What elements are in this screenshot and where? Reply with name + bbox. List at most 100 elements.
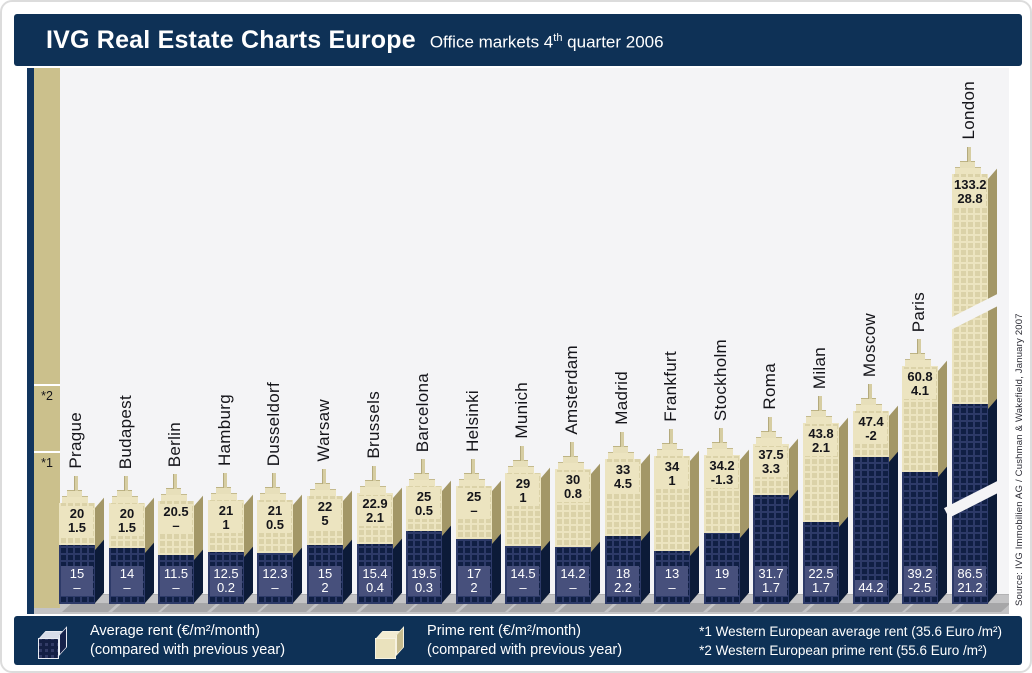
penthouse-step: [613, 446, 628, 453]
city-label-roma: Roma: [760, 363, 779, 410]
average-rent-cube-icon: [38, 622, 74, 660]
building-side-average: [839, 516, 848, 603]
average-rent-value: 19: [714, 566, 730, 581]
roof-step: [905, 359, 931, 366]
average-rent-section: 15.4 0.4: [357, 544, 393, 604]
prime-rent-values: 34 1: [656, 459, 688, 489]
building-bar-prague: 20 1.5 15–: [59, 476, 118, 612]
penthouse-step: [414, 473, 429, 480]
building-side-average: [541, 540, 550, 603]
roof-step: [806, 416, 832, 423]
building-side-average: [740, 527, 749, 603]
prime-rent-section: 29 1: [505, 473, 541, 546]
prime-rent-values: 20.5–: [160, 504, 192, 534]
prime-rent-value: 20.5: [163, 504, 189, 519]
antenna-icon: [868, 384, 872, 399]
prime-rent-value: 60.8: [907, 369, 933, 384]
building-front: 25 0.5 19.5 0.3: [406, 486, 442, 604]
prime-rent-values: 47.4 -2: [855, 414, 887, 444]
antenna-icon: [669, 429, 673, 444]
average-rent-section: 15–: [59, 545, 95, 604]
building-side-average: [293, 547, 302, 603]
prime-rent-change: 0.8: [563, 486, 583, 501]
antenna-icon: [322, 469, 326, 484]
city-label-berlin: Berlin: [165, 421, 184, 467]
reference-line-*2: [34, 384, 60, 386]
average-rent-change: 1.7: [761, 580, 781, 595]
plot-left-border: [27, 68, 34, 614]
average-rent-section: 39.2 -2.5: [902, 472, 938, 604]
average-rent-section: 31.7 1.7: [753, 495, 789, 604]
prime-rent-section: 43.8 2.1: [803, 423, 839, 522]
roof-step: [360, 486, 386, 493]
building-bar-berlin: 20.5–11.5–: [158, 474, 217, 612]
city-label-madrid: Madrid: [612, 371, 631, 425]
building-side-average: [789, 489, 798, 603]
prime-rent-change: 2.1: [811, 440, 831, 455]
building-bar-moscow: 47.4 -2 44.2: [853, 384, 912, 612]
city-label-brussels: Brussels: [364, 391, 383, 459]
prime-rent-values: 22 5: [309, 499, 341, 529]
prime-rent-section: 20.5–: [158, 501, 194, 555]
prime-rent-section: 30 0.8: [555, 469, 591, 547]
average-rent-value: 12.3: [262, 566, 288, 581]
ground-shadow: [955, 603, 1009, 612]
prime-rent-values: 20 1.5: [61, 506, 93, 536]
prime-rent-legend-label: Prime rent (€/m²/month) (compared with p…: [427, 622, 623, 658]
penthouse-step: [216, 487, 231, 494]
average-rent-change: –: [271, 580, 279, 595]
average-rent-change: 1.7: [811, 580, 831, 595]
building-bar-brussels: 22.9 2.1 15.4 0.4: [357, 466, 416, 612]
prime-rent-values: 22.9 2.1: [359, 496, 391, 526]
reference-ruler: *1 *2: [34, 68, 60, 608]
prime-rent-value: 33: [615, 462, 631, 477]
building-bar-stockholm: 34.2 -1.3 19–: [704, 428, 763, 612]
prime-rent-section: 20 1.5: [109, 503, 145, 548]
building-bar-paris: 60.8 4.1 39.2 -2.5: [902, 339, 961, 612]
antenna-icon: [570, 442, 574, 457]
average-rent-values: 11.5–: [160, 566, 192, 596]
prime-rent-value: 43.8: [808, 426, 834, 441]
prime-rent-change: -2: [865, 428, 877, 443]
prime-rent-values: 21 1: [210, 503, 242, 533]
average-rent-change: –: [569, 580, 577, 595]
penthouse-step: [265, 487, 280, 494]
prime-rent-section: 22.9 2.1: [357, 493, 393, 544]
penthouse-step: [365, 480, 380, 487]
penthouse-step: [910, 353, 925, 360]
prime-rent-value: 20: [119, 506, 135, 521]
building-side-average: [95, 539, 104, 603]
prime-rent-value: 25: [416, 489, 432, 504]
antenna-icon: [768, 417, 772, 432]
penthouse-step: [513, 460, 528, 467]
average-rent-section: 19–: [704, 533, 740, 604]
prime-rent-section: 47.4 -2: [853, 411, 889, 457]
average-rent-value: 44.2: [858, 580, 884, 595]
prime-rent-values: 37.5 3.3: [755, 447, 787, 477]
average-rent-change: –: [172, 580, 180, 595]
building-side-average: [393, 538, 402, 603]
penthouse-step: [662, 443, 677, 450]
building-side-average: [988, 398, 997, 603]
average-rent-change: –: [668, 580, 676, 595]
average-rent-section: 14.2–: [555, 547, 591, 604]
prime-rent-values: 25–: [458, 489, 490, 519]
building-front: 60.8 4.1 39.2 -2.5: [902, 366, 938, 604]
building-bar-munich: 29 1 14.5–: [505, 446, 564, 612]
average-rent-section: 18 2.2: [605, 536, 641, 604]
average-rent-section: 44.2: [853, 457, 889, 604]
penthouse-step: [712, 442, 727, 449]
average-rent-legend-label: Average rent (€/m²/month) (compared with…: [90, 622, 286, 658]
average-rent-value: 14.2: [560, 566, 586, 581]
average-rent-values: 39.2 -2.5: [904, 566, 936, 596]
average-rent-change: –: [123, 580, 131, 595]
average-rent-change: 0.3: [414, 580, 434, 595]
prime-rent-change: 1: [222, 517, 230, 532]
penthouse-step: [166, 488, 181, 495]
prime-rent-section: 20 1.5: [59, 503, 95, 545]
penthouse-step: [811, 410, 826, 417]
average-rent-value: 18: [615, 566, 631, 581]
prime-rent-section: 21 1: [208, 500, 244, 552]
average-rent-value: 17: [466, 566, 482, 581]
